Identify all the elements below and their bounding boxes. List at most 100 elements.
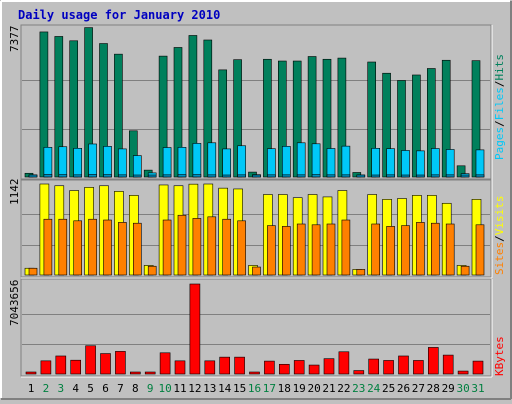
day-label: 14 — [218, 382, 232, 395]
legend-sep-1: / — [493, 120, 506, 127]
kbytes-bar — [413, 360, 424, 375]
sites-bar — [192, 218, 202, 276]
kbytes-bar — [353, 370, 365, 375]
legend-hits: Hits — [493, 54, 506, 81]
files-bar — [88, 143, 97, 178]
day-label: 5 — [87, 382, 94, 395]
kbytes-bar — [264, 360, 275, 375]
day-label: 22 — [337, 382, 350, 395]
kbytes-bar — [293, 360, 305, 375]
panel-kbytes-frame — [20, 278, 493, 378]
files-bar — [192, 143, 202, 178]
pages-bar — [401, 174, 410, 178]
day-label: 30 — [456, 382, 469, 395]
kbytes-bar — [159, 352, 171, 375]
visits-legend: Sites/Visits — [493, 196, 506, 276]
sites-bar — [386, 226, 395, 276]
sites-bar — [371, 223, 381, 276]
kbytes-bar — [442, 354, 454, 375]
kbytes-bar — [189, 283, 201, 375]
kbytes-bar — [427, 347, 439, 375]
sites-bar — [430, 222, 440, 276]
sites-bar — [58, 218, 68, 276]
sites-bar — [28, 267, 38, 276]
sites-bar — [133, 222, 142, 276]
sites-bar — [311, 224, 321, 276]
pages-bar — [207, 174, 217, 178]
sites-bar — [267, 225, 276, 276]
kbytes-bar — [219, 356, 230, 375]
files-bar — [341, 145, 351, 178]
sites-bar — [416, 222, 425, 276]
pages-bar — [162, 174, 172, 178]
day-label: 7 — [117, 382, 124, 395]
sites-bar — [103, 219, 112, 276]
kbytes-bar — [308, 364, 320, 375]
pages-bar — [237, 174, 246, 178]
legend-visits: Visits — [493, 196, 506, 236]
day-label: 11 — [173, 382, 186, 395]
day-label: 21 — [322, 382, 335, 395]
pages-bar — [296, 174, 306, 178]
files-bar — [386, 148, 395, 178]
kbytes-bar — [204, 360, 216, 375]
pages-bar — [326, 174, 336, 178]
pages-bar — [73, 174, 82, 178]
day-label: 3 — [57, 382, 64, 395]
pages-bar — [88, 174, 97, 178]
day-label: 15 — [233, 382, 246, 395]
kbytes-bar — [383, 360, 394, 375]
day-label: 12 — [188, 382, 201, 395]
sites-bar — [177, 214, 187, 276]
kbytes-bar — [115, 351, 126, 375]
day-label: 10 — [158, 382, 171, 395]
sites-bar — [162, 219, 172, 276]
pages-bar — [416, 174, 425, 178]
sites-bar — [475, 224, 485, 276]
pages-bar — [177, 174, 187, 178]
pages-bar — [445, 174, 455, 178]
visits-max-label: 1142 — [8, 179, 21, 206]
pages-bar — [341, 174, 351, 178]
kbytes-bar — [457, 370, 469, 375]
pages-bar — [192, 174, 202, 178]
kbytes-bar — [130, 371, 141, 375]
pages-bar — [147, 174, 157, 178]
kbytes-bar — [472, 360, 484, 375]
pages-bar — [58, 174, 68, 178]
sites-bar — [281, 226, 291, 276]
sites-bar — [296, 223, 306, 276]
files-bar — [177, 147, 187, 178]
files-bar — [162, 147, 172, 178]
files-bar — [103, 146, 112, 178]
files-bar — [430, 148, 440, 178]
pages-bar — [311, 174, 321, 178]
files-bar — [207, 142, 217, 178]
pages-bar — [371, 174, 381, 178]
day-label: 26 — [397, 382, 410, 395]
files-bar — [237, 145, 246, 178]
kbytes-bar — [398, 355, 409, 375]
kbytes-bar — [278, 363, 290, 375]
day-label: 28 — [427, 382, 440, 395]
kbytes-legend: KBytes — [493, 336, 506, 376]
kbytes-bar — [70, 359, 81, 375]
sites-bar — [460, 265, 470, 276]
kbytes-bar — [368, 358, 380, 375]
legend-sep-3: / — [493, 235, 506, 242]
legend-sep-2: / — [493, 81, 506, 88]
files-bar — [475, 149, 485, 178]
pages-bar — [43, 174, 53, 178]
pages-bar — [252, 174, 261, 178]
kbytes-bar — [323, 358, 335, 375]
kbytes-bar — [40, 360, 52, 375]
day-label: 25 — [382, 382, 395, 395]
files-bar — [73, 148, 82, 178]
pages-bar — [356, 174, 366, 178]
pages-bar — [103, 174, 112, 178]
files-bar — [371, 148, 381, 178]
day-label: 8 — [132, 382, 139, 395]
kbytes-bar — [234, 356, 245, 375]
x-axis-labels: 1 2 3 4 5 6 7 8 9 10 11 12 13 14 15 16 17 18 19 20 21 22 23 24 2… — [28, 382, 485, 395]
